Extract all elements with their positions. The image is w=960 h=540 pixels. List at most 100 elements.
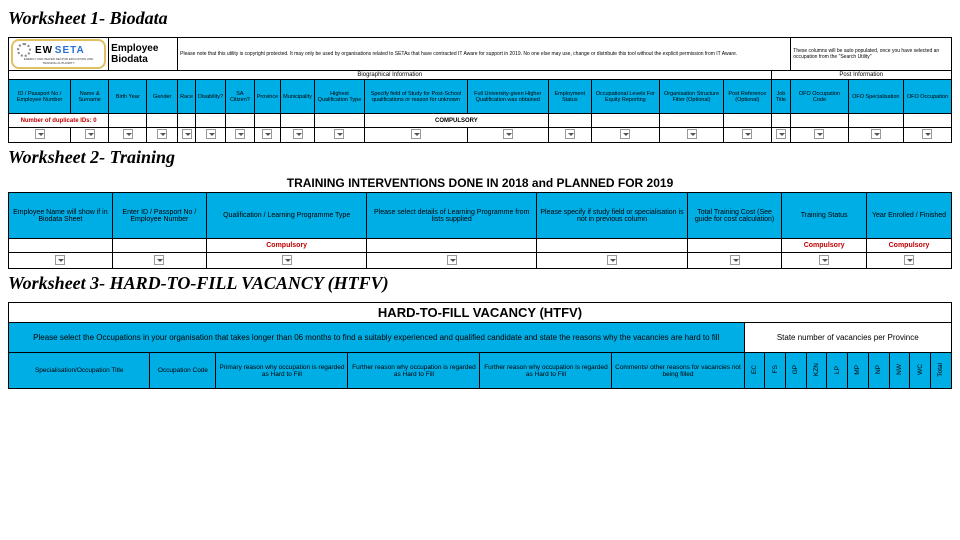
ws1-col: Organisation Structure Filter (Optional) bbox=[659, 80, 723, 114]
ws3-big-title: HARD-TO-FILL VACANCY (HTFV) bbox=[9, 303, 952, 323]
ws1-col: OFO Occupation bbox=[903, 80, 951, 114]
ws1-header-row: ID / Passport No / Employee Number Name … bbox=[9, 80, 952, 114]
filter-dropdown-icon[interactable] bbox=[35, 129, 45, 139]
ws1-col: Highest Qualification Type bbox=[314, 80, 364, 114]
filter-dropdown-icon[interactable] bbox=[742, 129, 752, 139]
ws1-col: Birth Year bbox=[109, 80, 147, 114]
ws1-filter-row bbox=[9, 128, 952, 143]
ws3-col: Comments/ other reasons for vacancies no… bbox=[612, 353, 744, 389]
ws3-heading: Worksheet 3- HARD-TO-FILL VACANCY (HTFV) bbox=[8, 273, 952, 294]
filter-dropdown-icon[interactable] bbox=[776, 129, 786, 139]
filter-dropdown-icon[interactable] bbox=[620, 129, 630, 139]
ws1-col: Race bbox=[178, 80, 196, 114]
filter-dropdown-icon[interactable] bbox=[922, 129, 932, 139]
ws1-col: Employment Status bbox=[548, 80, 591, 114]
filter-dropdown-icon[interactable] bbox=[503, 129, 513, 139]
prov-col: GP bbox=[785, 353, 806, 389]
autopop-note: These columns will be auto populated, on… bbox=[791, 38, 952, 71]
ws2-compulsory-row: Compulsory Compulsory Compulsory bbox=[9, 239, 952, 253]
ws1-col: ID / Passport No / Employee Number bbox=[9, 80, 71, 114]
filter-dropdown-icon[interactable] bbox=[411, 129, 421, 139]
filter-dropdown-icon[interactable] bbox=[282, 255, 292, 265]
ws1-col: OFO Occupation Code bbox=[791, 80, 848, 114]
copyright-note: Please note that this utility is copyrig… bbox=[178, 38, 791, 71]
filter-dropdown-icon[interactable] bbox=[55, 255, 65, 265]
section-bio: Biographical Information bbox=[9, 71, 772, 80]
ws2-header-row: Employee Name will show if in Biodata Sh… bbox=[9, 193, 952, 239]
filter-dropdown-icon[interactable] bbox=[730, 255, 740, 265]
filter-dropdown-icon[interactable] bbox=[154, 255, 164, 265]
filter-dropdown-icon[interactable] bbox=[819, 255, 829, 265]
ws1-col: Gender bbox=[147, 80, 178, 114]
ws3-table: HARD-TO-FILL VACANCY (HTFV) Please selec… bbox=[8, 302, 952, 389]
filter-dropdown-icon[interactable] bbox=[206, 129, 216, 139]
ws1-col: OFO Specialisation bbox=[848, 80, 903, 114]
filter-dropdown-icon[interactable] bbox=[182, 129, 192, 139]
filter-dropdown-icon[interactable] bbox=[447, 255, 457, 265]
section-post: Post Information bbox=[771, 71, 951, 80]
prov-col: MP bbox=[848, 353, 869, 389]
filter-dropdown-icon[interactable] bbox=[687, 129, 697, 139]
ws1-heading: Worksheet 1- Biodata bbox=[8, 8, 952, 29]
logo-ew: EW bbox=[35, 45, 53, 56]
ws3-col: Further reason why occupation is regarde… bbox=[348, 353, 480, 389]
ws1-col: Municipality bbox=[281, 80, 315, 114]
ws1-col: Occupational Levels For Equity Reporting bbox=[591, 80, 659, 114]
filter-dropdown-icon[interactable] bbox=[157, 129, 167, 139]
ws1-col: Full University-given Higher Qualificati… bbox=[467, 80, 548, 114]
filter-dropdown-icon[interactable] bbox=[293, 129, 303, 139]
ws2-big-title: TRAINING INTERVENTIONS DONE IN 2018 and … bbox=[8, 176, 952, 190]
ws3-col: Specialisation/Occupation Title bbox=[9, 353, 150, 389]
ws2-col: Total Training Cost (See guide for cost … bbox=[687, 193, 781, 239]
ws1-col: Specify field of Study for Post-School q… bbox=[365, 80, 468, 114]
filter-dropdown-icon[interactable] bbox=[235, 129, 245, 139]
prov-col: LP bbox=[827, 353, 848, 389]
dup-count: Number of duplicate IDs: 0 bbox=[9, 114, 109, 128]
compulsory-label: Compulsory bbox=[867, 239, 952, 253]
filter-dropdown-icon[interactable] bbox=[565, 129, 575, 139]
logo-cell: EW SETA ENERGY AND WATER SECTOR EDUCATIO… bbox=[9, 38, 109, 71]
prov-header: State number of vacancies per Province bbox=[744, 323, 952, 353]
prov-col: Total bbox=[930, 353, 951, 389]
ws3-col: Occupation Code bbox=[150, 353, 216, 389]
ws2-col: Enter ID / Passport No / Employee Number bbox=[112, 193, 206, 239]
filter-dropdown-icon[interactable] bbox=[85, 129, 95, 139]
logo-subtitle: ENERGY AND WATER SECTOR EDUCATION AND TR… bbox=[17, 57, 100, 65]
ws2-col: Training Status bbox=[782, 193, 867, 239]
filter-dropdown-icon[interactable] bbox=[334, 129, 344, 139]
gear-icon bbox=[17, 43, 31, 57]
compulsory-label: Compulsory bbox=[782, 239, 867, 253]
prov-col: KZN bbox=[806, 353, 827, 389]
ws3-col: Further reason why occupation is regarde… bbox=[480, 353, 612, 389]
ws1-col: SA Citizen? bbox=[226, 80, 255, 114]
ws1-table: EW SETA ENERGY AND WATER SECTOR EDUCATIO… bbox=[8, 37, 952, 143]
prov-col: NP bbox=[868, 353, 889, 389]
ewseta-logo: EW SETA ENERGY AND WATER SECTOR EDUCATIO… bbox=[11, 39, 106, 69]
compulsory-label: COMPULSORY bbox=[365, 114, 549, 128]
filter-dropdown-icon[interactable] bbox=[904, 255, 914, 265]
filter-dropdown-icon[interactable] bbox=[262, 129, 272, 139]
filter-dropdown-icon[interactable] bbox=[871, 129, 881, 139]
filter-dropdown-icon[interactable] bbox=[123, 129, 133, 139]
prov-col: FS bbox=[765, 353, 786, 389]
compulsory-label: Compulsory bbox=[207, 239, 367, 253]
ws2-filter-row bbox=[9, 253, 952, 269]
prov-col: EC bbox=[744, 353, 765, 389]
ws2-col: Qualification / Learning Programme Type bbox=[207, 193, 367, 239]
emp-biodata-title: Employee Biodata bbox=[109, 38, 178, 71]
ws1-col: Job Title bbox=[771, 80, 791, 114]
ws3-col: Primary reason why occupation is regarde… bbox=[216, 353, 348, 389]
prov-col: WC bbox=[910, 353, 931, 389]
ws2-table: Employee Name will show if in Biodata Sh… bbox=[8, 192, 952, 269]
ws1-col: Province bbox=[254, 80, 280, 114]
ws1-col: Name & Surname bbox=[71, 80, 109, 114]
ws1-col: Post Reference (Optional) bbox=[724, 80, 771, 114]
ws2-col: Please select details of Learning Progra… bbox=[367, 193, 537, 239]
ws2-col: Employee Name will show if in Biodata Sh… bbox=[9, 193, 113, 239]
ws3-cols-row: Specialisation/Occupation Title Occupati… bbox=[9, 353, 952, 389]
ws2-col: Please specify if study field or special… bbox=[537, 193, 688, 239]
ws3-desc: Please select the Occupations in your or… bbox=[9, 323, 745, 353]
filter-dropdown-icon[interactable] bbox=[814, 129, 824, 139]
logo-seta: SETA bbox=[55, 45, 85, 56]
filter-dropdown-icon[interactable] bbox=[607, 255, 617, 265]
